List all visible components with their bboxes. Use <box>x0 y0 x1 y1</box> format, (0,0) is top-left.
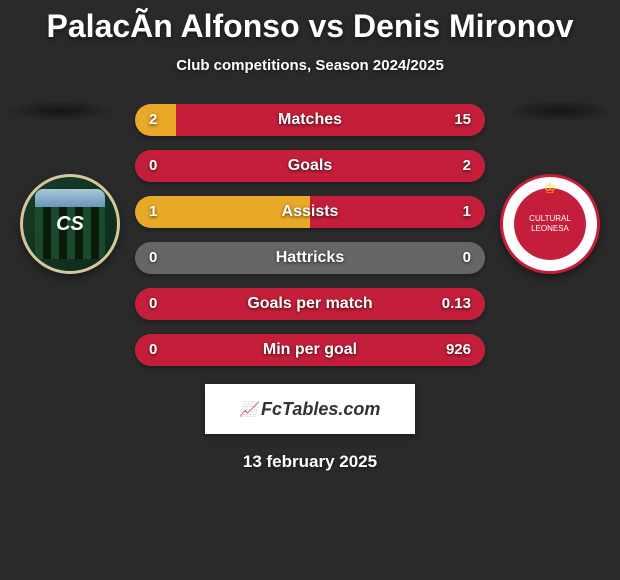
badge-circle-right: ♔ CULTURALLEONESA <box>500 174 600 274</box>
badge-inner-left: CS <box>35 189 105 259</box>
page-title: PalacÃ­n Alfonso vs Denis Mironov <box>0 8 620 45</box>
stat-value-right: 926 <box>446 334 471 366</box>
badge-shadow-left <box>5 100 115 122</box>
stat-label: Hattricks <box>135 242 485 274</box>
badge-circle-left: CS <box>20 174 120 274</box>
stat-value-right: 0 <box>463 242 471 274</box>
team-badge-left: CS <box>20 174 120 274</box>
badge-inner-right: ♔ CULTURALLEONESA <box>514 188 586 260</box>
stat-value-right: 0.13 <box>442 288 471 320</box>
footer-banner: 📈 FcTables.com <box>205 384 415 434</box>
stat-row: 0Min per goal926 <box>135 334 485 366</box>
badge-shadow-right <box>505 100 615 122</box>
stat-row: 0Hattricks0 <box>135 242 485 274</box>
header: PalacÃ­n Alfonso vs Denis Mironov Club c… <box>0 0 620 74</box>
stat-value-right: 1 <box>463 196 471 228</box>
stat-row: 0Goals2 <box>135 150 485 182</box>
badge-text-right: CULTURALLEONESA <box>529 214 571 233</box>
team-badge-right: ♔ CULTURALLEONESA <box>500 174 600 274</box>
chart-icon: 📈 <box>240 401 257 418</box>
stat-row: 2Matches15 <box>135 104 485 136</box>
page-subtitle: Club competitions, Season 2024/2025 <box>0 57 620 74</box>
stat-row: 1Assists1 <box>135 196 485 228</box>
badge-text-left: CS <box>56 213 84 236</box>
stat-label: Goals <box>135 150 485 182</box>
stat-label: Min per goal <box>135 334 485 366</box>
banner-text: FcTables.com <box>261 399 380 420</box>
stat-label: Matches <box>135 104 485 136</box>
stat-label: Goals per match <box>135 288 485 320</box>
content-area: CS ♔ CULTURALLEONESA 2Matches150Goals21A… <box>0 104 620 472</box>
stat-value-right: 2 <box>463 150 471 182</box>
crown-icon: ♔ <box>544 180 557 197</box>
banner-text-wrapper: 📈 FcTables.com <box>240 399 381 420</box>
stats-container: 2Matches150Goals21Assists10Hattricks00Go… <box>135 104 485 366</box>
stat-row: 0Goals per match0.13 <box>135 288 485 320</box>
footer-date: 13 february 2025 <box>0 452 620 472</box>
stat-label: Assists <box>135 196 485 228</box>
stat-value-right: 15 <box>454 104 471 136</box>
